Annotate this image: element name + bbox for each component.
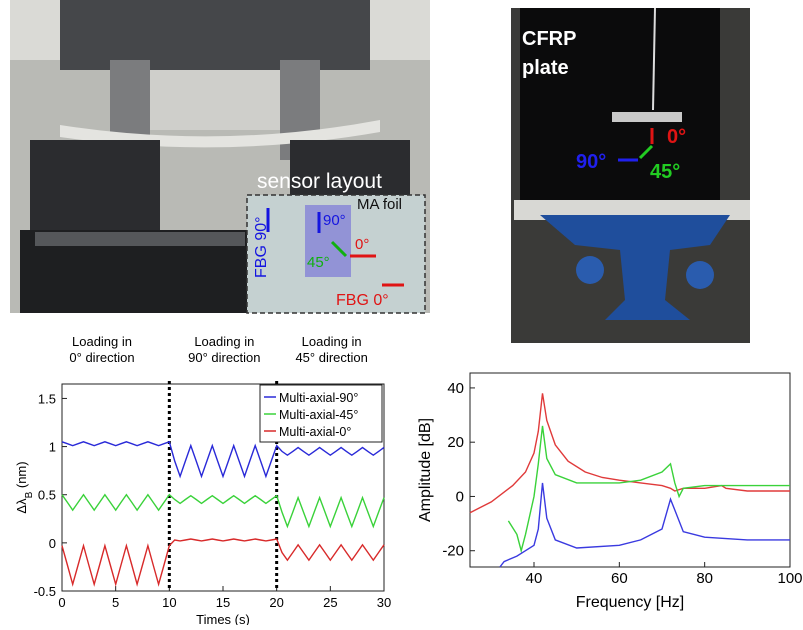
x-tick-label: 30 [377,595,391,610]
legend-label: Multi-axial-0° [279,425,351,439]
annotation: 90° direction [188,350,260,365]
y-tick-label: -0.5 [34,584,56,599]
series-line [507,425,790,554]
x-axis-label: Times (s) [196,612,250,625]
y-tick-label: 1.5 [38,391,56,406]
angle-label: 45° [307,254,330,271]
annotation: 0° direction [69,350,134,365]
legend-label: Multi-axial-45° [279,408,358,422]
x-tick-label: 15 [216,595,230,610]
annotation: Loading in [194,334,254,349]
y-axis-label-part: Δλ [14,498,29,514]
inset-title: sensor layout [257,170,382,193]
legend-label: Multi-axial-90° [279,391,358,405]
legend-box [259,384,383,443]
y-tick-label: 40 [447,380,464,397]
y-tick-label: 0 [456,488,464,505]
series-line [61,538,385,587]
x-tick-label: 80 [696,570,713,587]
annotation: 45° direction [295,350,367,365]
annotation: Loading in [72,334,132,349]
photo-cfrp-plate [511,7,750,343]
photo-label: CFRP [522,28,576,50]
photo-label: plate [522,57,569,79]
x-tick-label: 0 [58,595,65,610]
y-tick-label: 1 [49,440,56,455]
y-tick-label: 0.5 [38,488,56,503]
angle-label: 45° [650,161,680,183]
angle-label: 0° [667,126,686,148]
x-tick-label: 25 [323,595,337,610]
y-tick-label: -20 [442,543,464,560]
y-axis-label-part: (nm) [14,461,29,491]
angle-label: 90° [323,212,346,229]
y-axis-label-part: Amplitude [dB] [417,418,434,522]
y-axis-label: Amplitude [dB] [417,418,434,522]
x-tick-label: 5 [112,595,119,610]
x-tick-label: 100 [777,570,802,587]
x-tick-label: 20 [269,595,283,610]
x-tick-label: 10 [162,595,176,610]
series-line [61,440,385,479]
angle-label: 0° [355,236,369,253]
fbg90-label: FBG 90° [253,216,270,278]
y-axis-label-part: B [24,491,35,498]
series-line [469,393,790,514]
x-axis-label: Frequency [Hz] [576,594,684,611]
plot-area [469,372,791,568]
y-axis-label: ΔλB (nm) [14,461,35,513]
series-line [499,482,790,568]
foil-label: MA foil [357,196,402,213]
fbg0-label: FBG 0° [336,292,389,309]
x-tick-label: 60 [611,570,628,587]
x-tick-label: 40 [526,570,543,587]
y-tick-label: 20 [447,434,464,451]
y-tick-label: 0 [49,536,56,551]
series-line [61,493,385,529]
angle-label: 90° [576,151,606,173]
sensor-layout-inset [246,194,426,314]
photo-testing-machine [10,0,430,313]
annotation: Loading in [302,334,362,349]
